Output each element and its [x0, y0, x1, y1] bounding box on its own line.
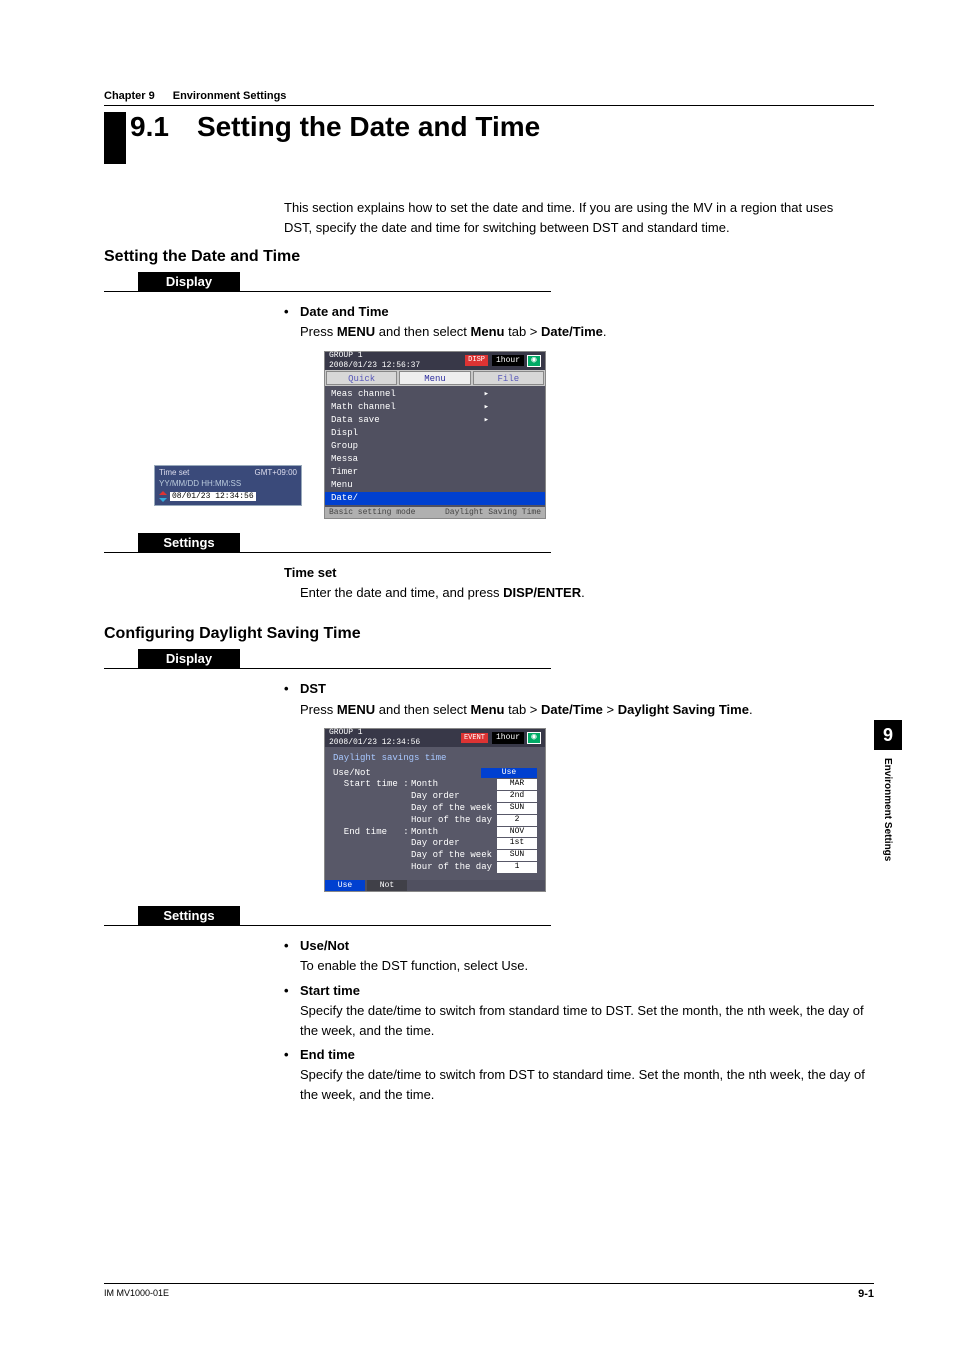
event-badge: EVENT [461, 733, 488, 743]
menu-item-selected[interactable]: Date/ [325, 492, 545, 505]
bullet-use-not: Use/Not [284, 936, 874, 956]
dst-value[interactable]: 2nd [497, 791, 537, 802]
dst-softkeys: Use Not [325, 880, 545, 892]
device-screenshot-menu: GROUP 1 2008/01/23 12:56:37 DISP 1hour ◉… [324, 351, 546, 520]
dst-row: Day of the weekSUN [333, 803, 537, 814]
datetime-instruction: Press MENU and then select Menu tab > Da… [284, 322, 874, 342]
menu-item[interactable]: Group [325, 440, 545, 453]
heading-dst: Configuring Daylight Saving Time [104, 625, 874, 643]
dst-row: Hour of the day2 [333, 815, 537, 826]
section-title: Setting the Date and Time [197, 112, 540, 143]
menu-item[interactable]: Data save▸ [325, 414, 545, 427]
hour-badge: 1hour [492, 355, 524, 367]
section-num: 9.1 [130, 112, 169, 143]
chapter-header: Chapter 9 Environment Settings [104, 90, 874, 106]
hour-badge-2: 1hour [492, 732, 524, 744]
up-arrow-icon[interactable] [159, 491, 167, 495]
dst-value[interactable]: SUN [497, 850, 537, 861]
down-arrow-icon[interactable] [159, 498, 167, 502]
dst-instruction: Press MENU and then select Menu tab > Da… [284, 700, 874, 720]
popup-title: Time set [159, 468, 189, 477]
dst-value[interactable]: Use [481, 768, 537, 779]
dev1-timestamp: 2008/01/23 12:56:37 [329, 361, 465, 371]
tab-menu[interactable]: Menu [399, 371, 470, 385]
dst-value[interactable]: MAR [497, 779, 537, 790]
menu-item[interactable]: Timer [325, 466, 545, 479]
popup-format: YY/MM/DD HH:MM:SS [159, 479, 297, 488]
menu-item[interactable]: Messa [325, 453, 545, 466]
dst-value[interactable]: 2 [497, 815, 537, 826]
dst-row: Use/NotUse [333, 768, 537, 779]
popup-gmt: GMT+09:00 [255, 468, 297, 477]
bullet-end-time: End time [284, 1045, 874, 1065]
datetime-input[interactable]: 08/01/23 12:34:56 [170, 492, 256, 501]
dst-row: Day order1st [333, 838, 537, 849]
settings-pill-2: Settings [138, 906, 240, 925]
dst-row: Start time :MonthMAR [333, 779, 537, 790]
menu-item[interactable]: Menu [325, 479, 545, 492]
menu-item[interactable]: Displ [325, 427, 545, 440]
dev1-menu-list: Meas channel▸ Math channel▸ Data save▸ D… [325, 386, 545, 507]
dev2-timestamp: 2008/01/23 12:34:56 [329, 738, 461, 748]
side-tab: 9 Environment Settings [874, 720, 902, 861]
display-pill: Display [138, 272, 240, 291]
title-decor [104, 112, 126, 164]
softkey-use[interactable]: Use [325, 880, 365, 892]
bullet-dst: DST [284, 679, 874, 699]
chapter-title: Environment Settings [173, 90, 287, 102]
dst-value[interactable]: 1 [497, 862, 537, 873]
page-footer: IM MV1000-01E 9-1 [104, 1283, 874, 1300]
end-time-body: Specify the date/time to switch from DST… [284, 1065, 874, 1105]
intro-paragraph: This section explains how to set the dat… [284, 198, 864, 238]
heading-setting-datetime: Setting the Date and Time [104, 248, 874, 266]
disp-badge: DISP [465, 355, 488, 365]
menu-item[interactable]: Meas channel▸ [325, 388, 545, 401]
timeset-heading: Time set [284, 563, 874, 583]
dst-value[interactable]: NOV [497, 827, 537, 838]
settings-pill: Settings [138, 533, 240, 552]
page-number: 9-1 [858, 1288, 874, 1300]
record-icon: ◉ [527, 355, 541, 367]
dst-row: End time :MonthNOV [333, 827, 537, 838]
timeset-popup: Time set GMT+09:00 YY/MM/DD HH:MM:SS 08/… [154, 465, 302, 506]
use-not-body: To enable the DST function, select Use. [284, 956, 874, 976]
tab-file[interactable]: File [473, 371, 544, 385]
menu-item[interactable]: Math channel▸ [325, 401, 545, 414]
side-tab-num: 9 [874, 720, 902, 750]
dst-value[interactable]: 1st [497, 838, 537, 849]
dst-value[interactable]: SUN [497, 803, 537, 814]
dst-row: Hour of the day1 [333, 862, 537, 873]
dev1-group: GROUP 1 [329, 351, 465, 361]
softkey-not[interactable]: Not [367, 880, 407, 892]
dst-row: Day order2nd [333, 791, 537, 802]
dev2-group: GROUP 1 [329, 728, 461, 738]
dst-settings-body: Daylight savings time Use/NotUse Start t… [325, 747, 545, 880]
tab-quick[interactable]: Quick [326, 371, 397, 385]
dev1-tabs: Quick Menu File [325, 370, 545, 386]
side-tab-label: Environment Settings [882, 750, 893, 861]
dev1-footer: Basic setting modeDaylight Saving Time [325, 507, 545, 519]
dst-screen-title: Daylight savings time [333, 753, 537, 764]
timeset-body: Enter the date and time, and press DISP/… [284, 583, 874, 603]
doc-id: IM MV1000-01E [104, 1288, 169, 1300]
record-icon-2: ◉ [527, 732, 541, 744]
device-screenshot-dst: GROUP 1 2008/01/23 12:34:56 EVENT 1hour … [324, 728, 546, 893]
section-title-row: 9.1 Setting the Date and Time [104, 112, 874, 164]
bullet-datetime: Date and Time [284, 302, 874, 322]
display-pill-2: Display [138, 649, 240, 668]
bullet-start-time: Start time [284, 981, 874, 1001]
dst-row: Day of the weekSUN [333, 850, 537, 861]
chapter-num: Chapter 9 [104, 90, 155, 102]
start-time-body: Specify the date/time to switch from sta… [284, 1001, 874, 1041]
